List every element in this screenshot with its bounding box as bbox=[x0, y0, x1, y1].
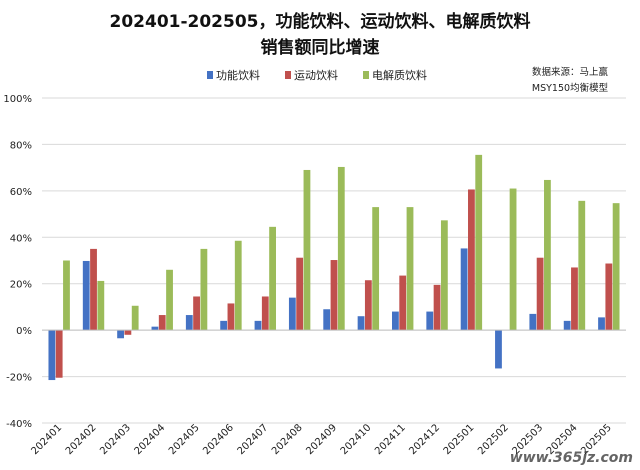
bar-functional-202412 bbox=[426, 311, 434, 331]
bar-electrolyte-202409 bbox=[337, 166, 345, 331]
watermark: www.365jz.com bbox=[510, 450, 633, 466]
bar-sports-202409 bbox=[330, 260, 338, 331]
x-tick-label: 202412 bbox=[407, 422, 442, 457]
bar-functional-202401 bbox=[48, 330, 56, 381]
bar-electrolyte-202501 bbox=[475, 154, 483, 331]
y-tick-label: 60% bbox=[10, 187, 32, 198]
bar-sports-202403 bbox=[124, 330, 132, 335]
bar-electrolyte-202407 bbox=[269, 226, 276, 331]
y-tick-label: -40% bbox=[6, 419, 32, 430]
x-tick-label: 202408 bbox=[270, 422, 305, 457]
bar-electrolyte-202503 bbox=[544, 179, 551, 331]
x-tick-label: 202403 bbox=[98, 422, 133, 457]
x-tick-label: 202409 bbox=[304, 422, 339, 457]
bar-sports-202501 bbox=[468, 189, 475, 331]
bar-electrolyte-202404 bbox=[166, 269, 173, 331]
bar-functional-202502 bbox=[495, 330, 502, 369]
x-axis: 202401 202402 202403 202404 202405 202406 2024… bbox=[30, 329, 626, 457]
bar-sports-202410 bbox=[364, 280, 372, 331]
bar-electrolyte-202401 bbox=[63, 260, 70, 331]
bar-functional-202411 bbox=[392, 311, 399, 331]
bar-sports-202407 bbox=[261, 296, 269, 331]
bar-sports-202505 bbox=[605, 263, 613, 331]
y-tick-label: 100% bbox=[3, 94, 32, 105]
bar-functional-202505 bbox=[598, 317, 605, 331]
bar-functional-202404 bbox=[151, 326, 159, 331]
y-tick-label: 80% bbox=[10, 140, 32, 151]
legend-label-sports: 运动饮料 bbox=[294, 68, 338, 82]
bar-sports-202412 bbox=[433, 284, 441, 331]
bar-sports-202504 bbox=[571, 267, 578, 331]
bar-electrolyte-202408 bbox=[303, 169, 311, 331]
bar-electrolyte-202502 bbox=[509, 188, 517, 331]
bar-sports-202406 bbox=[227, 303, 235, 331]
legend-swatch-functional bbox=[207, 71, 213, 79]
bar-functional-202406 bbox=[220, 320, 228, 331]
bar-functional-202503 bbox=[529, 313, 537, 331]
x-tick-label: 202407 bbox=[236, 422, 271, 457]
y-tick-label: 0% bbox=[16, 326, 32, 337]
bar-electrolyte-202405 bbox=[200, 248, 208, 331]
y-tick-label: 40% bbox=[10, 233, 32, 244]
y-tick-label: -20% bbox=[6, 373, 32, 384]
x-tick-label: 202405 bbox=[167, 422, 202, 457]
bars bbox=[48, 154, 620, 381]
legend-label-functional: 功能饮料 bbox=[216, 68, 260, 82]
x-tick-label: 202411 bbox=[373, 422, 408, 457]
bar-sports-202402 bbox=[90, 248, 97, 331]
bar-functional-202504 bbox=[563, 320, 571, 331]
chart-title-line2: 销售额同比增速 bbox=[261, 37, 380, 58]
bar-functional-202409 bbox=[323, 309, 331, 331]
bar-sports-202401 bbox=[55, 330, 63, 378]
bar-electrolyte-202406 bbox=[234, 240, 242, 331]
bar-electrolyte-202412 bbox=[440, 220, 448, 331]
x-tick-label: 202404 bbox=[133, 422, 168, 457]
bar-electrolyte-202403 bbox=[131, 305, 139, 331]
bar-sports-202411 bbox=[399, 275, 407, 331]
x-tick-label: 202410 bbox=[339, 422, 374, 457]
bar-sports-202405 bbox=[193, 296, 200, 331]
bar-functional-202402 bbox=[82, 260, 90, 331]
bar-sports-202408 bbox=[296, 257, 304, 331]
bar-electrolyte-202505 bbox=[612, 203, 620, 331]
bar-sports-202404 bbox=[158, 315, 166, 331]
bar-sports-202503 bbox=[536, 257, 544, 331]
legend-swatch-sports bbox=[285, 71, 291, 79]
bar-electrolyte-202411 bbox=[406, 207, 414, 331]
y-axis: -40% -20% 0% 20% 40% 60% 80% 100% bbox=[3, 94, 32, 430]
bar-functional-202410 bbox=[357, 316, 365, 331]
legend-swatch-electrolyte bbox=[363, 71, 369, 79]
bar-functional-202501 bbox=[460, 248, 468, 331]
bar-electrolyte-202504 bbox=[578, 200, 586, 331]
x-tick-label: 202401 bbox=[30, 422, 65, 457]
x-tick-label: 202501 bbox=[442, 422, 477, 457]
bar-functional-202405 bbox=[185, 315, 193, 331]
source-label: 数据来源：马上赢 bbox=[532, 66, 609, 78]
bar-functional-202408 bbox=[288, 297, 296, 331]
legend-label-electrolyte: 电解质饮料 bbox=[372, 68, 427, 82]
bar-functional-202403 bbox=[117, 330, 124, 339]
x-tick-label: 202502 bbox=[476, 422, 511, 457]
x-tick-label: 202402 bbox=[64, 422, 99, 457]
y-tick-label: 20% bbox=[10, 280, 32, 291]
chart-title-line1: 202401-202505，功能饮料、运动饮料、电解质饮料 bbox=[110, 11, 531, 32]
x-tick-label: 202406 bbox=[201, 422, 236, 457]
bar-electrolyte-202402 bbox=[97, 280, 105, 331]
bar-functional-202407 bbox=[254, 320, 262, 331]
bar-electrolyte-202410 bbox=[372, 207, 380, 331]
source-model-label: MSY150均衡模型 bbox=[532, 82, 609, 94]
legend: 功能饮料 运动饮料 电解质饮料 bbox=[207, 68, 427, 82]
